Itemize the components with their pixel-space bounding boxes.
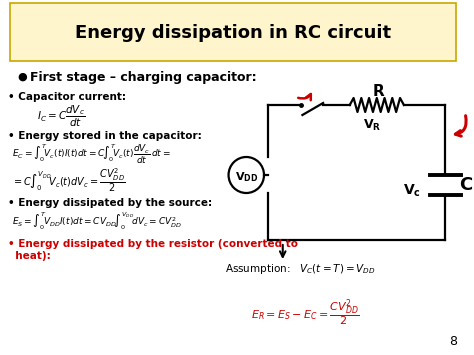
Text: • Energy dissipated by the resistor (converted to
  heat):: • Energy dissipated by the resistor (con… — [8, 239, 298, 261]
Text: Assumption:   $V_C(t=T) = V_{DD}$: Assumption: $V_C(t=T) = V_{DD}$ — [225, 262, 375, 276]
FancyBboxPatch shape — [10, 3, 456, 61]
Text: $\mathbf{V_R}$: $\mathbf{V_R}$ — [363, 118, 381, 132]
Text: $\mathbf{V_{DD}}$: $\mathbf{V_{DD}}$ — [235, 170, 258, 184]
Text: • Capacitor current:: • Capacitor current: — [8, 92, 126, 102]
Text: $I_C = C\dfrac{dV_c}{dt}$: $I_C = C\dfrac{dV_c}{dt}$ — [37, 104, 86, 129]
Text: ●: ● — [18, 72, 27, 82]
Text: $\mathbf{V_c}$: $\mathbf{V_c}$ — [403, 183, 420, 199]
Text: $E_R = E_S - E_C = \dfrac{CV_{DD}^{2}}{2}$: $E_R = E_S - E_C = \dfrac{CV_{DD}^{2}}{2… — [251, 298, 360, 329]
Text: 8: 8 — [449, 335, 457, 348]
Text: C: C — [459, 176, 472, 194]
Text: • Energy dissipated by the source:: • Energy dissipated by the source: — [8, 198, 212, 208]
Text: $= C\!\int_0^{V_{DD}}\!V_c(t)dV_c = \dfrac{CV_{DD}^{2}}{2}$: $= C\!\int_0^{V_{DD}}\!V_c(t)dV_c = \dfr… — [12, 166, 126, 194]
Text: $E_C = \int_0^T\!V_c(t)I(t)dt = C\!\int_0^T\!V_c(t)\dfrac{dV_c}{dt}\,dt =$: $E_C = \int_0^T\!V_c(t)I(t)dt = C\!\int_… — [12, 143, 171, 166]
Text: Energy dissipation in RC circuit: Energy dissipation in RC circuit — [75, 24, 392, 42]
Text: $E_S = \int_0^T\!V_{DD}I(t)dt = CV_{DD}\!\int_0^{V_{DD}}\!dV_c = CV_{DD}^{2}$: $E_S = \int_0^T\!V_{DD}I(t)dt = CV_{DD}\… — [12, 210, 182, 232]
Text: • Energy stored in the capacitor:: • Energy stored in the capacitor: — [8, 131, 201, 141]
Text: First stage – charging capacitor:: First stage – charging capacitor: — [29, 71, 256, 84]
Text: R: R — [373, 83, 385, 98]
